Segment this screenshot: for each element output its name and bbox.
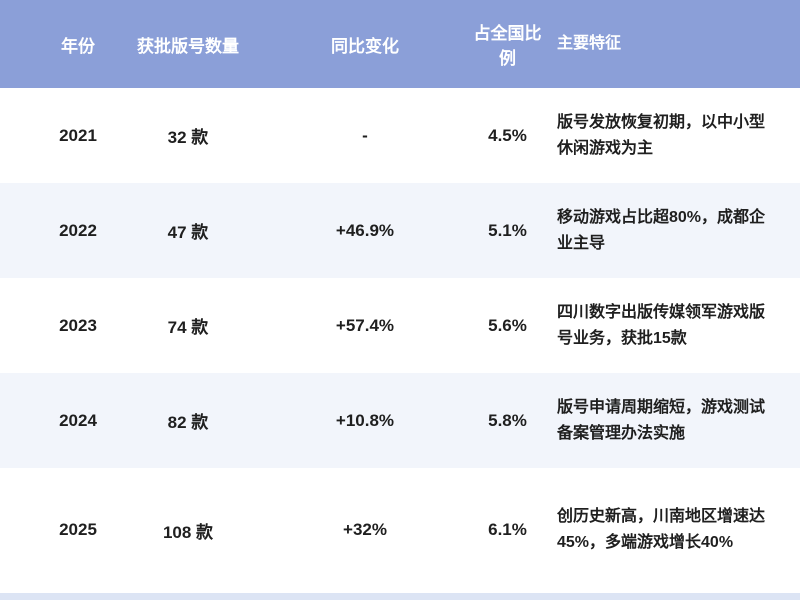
cell-change: +57.4% [335,315,395,335]
table-row-2023: 2023 74 款 +57.4% 5.6% 四川数字出版传媒领军游戏版号业务，获… [0,278,800,373]
cell-share: 5.6% [488,315,527,335]
cell-feature: 版号申请周期缩短，游戏测试备案管理办法实施 [557,398,766,442]
next-section-top-edge [0,593,800,600]
cell-count: 32 款 [167,128,209,147]
cell-share: 5.1% [488,220,527,240]
cell-year: 2025 [59,520,97,539]
cell-feature: 移动游戏占比超80%，成都企业主导 [557,208,766,252]
cell-count: 82 款 [167,413,209,432]
cell-change: - [362,125,368,145]
col-header-year: 年份 [61,36,95,56]
table-row-2024: 2024 82 款 +10.8% 5.8% 版号申请周期缩短，游戏测试备案管理办… [0,373,800,468]
cell-change: +32% [343,520,387,539]
cell-year: 2024 [59,410,97,430]
cell-count: 74 款 [167,318,209,337]
cell-count: 108 款 [162,522,214,542]
table-row-2021: 2021 32 款 - 4.5% 版号发放恢复初期，以中小型休闲游戏为主 [0,88,800,183]
table-header-row: 年份 获批版号数量 同比变化 占全国比例 主要特征 [0,0,800,88]
col-header-count: 获批版号数量 [137,36,239,56]
cell-year: 2021 [59,125,97,145]
col-header-features: 主要特征 [557,35,622,52]
table-row-2022: 2022 47 款 +46.9% 5.1% 移动游戏占比超80%，成都企业主导 [0,183,800,278]
cell-year: 2022 [59,220,97,240]
cell-change: +10.8% [335,410,395,430]
cell-change: +46.9% [335,220,395,240]
col-header-change: 同比变化 [331,36,399,56]
cell-share: 6.1% [488,520,527,539]
table-row-2025: 2025 108 款 +32% 6.1% 创历史新高，川南地区增速达45%，多端… [0,468,800,592]
cell-feature: 版号发放恢复初期，以中小型休闲游戏为主 [557,113,766,157]
col-header-share: 占全国比例 [473,24,542,68]
cell-share: 4.5% [488,125,527,145]
cell-feature: 创历史新高，川南地区增速达45%，多端游戏增长40% [557,508,766,551]
cell-count: 47 款 [167,223,209,242]
cell-feature: 四川数字出版传媒领军游戏版号业务，获批15款 [557,303,766,347]
cell-share: 5.8% [488,410,527,430]
cell-year: 2023 [59,315,97,335]
